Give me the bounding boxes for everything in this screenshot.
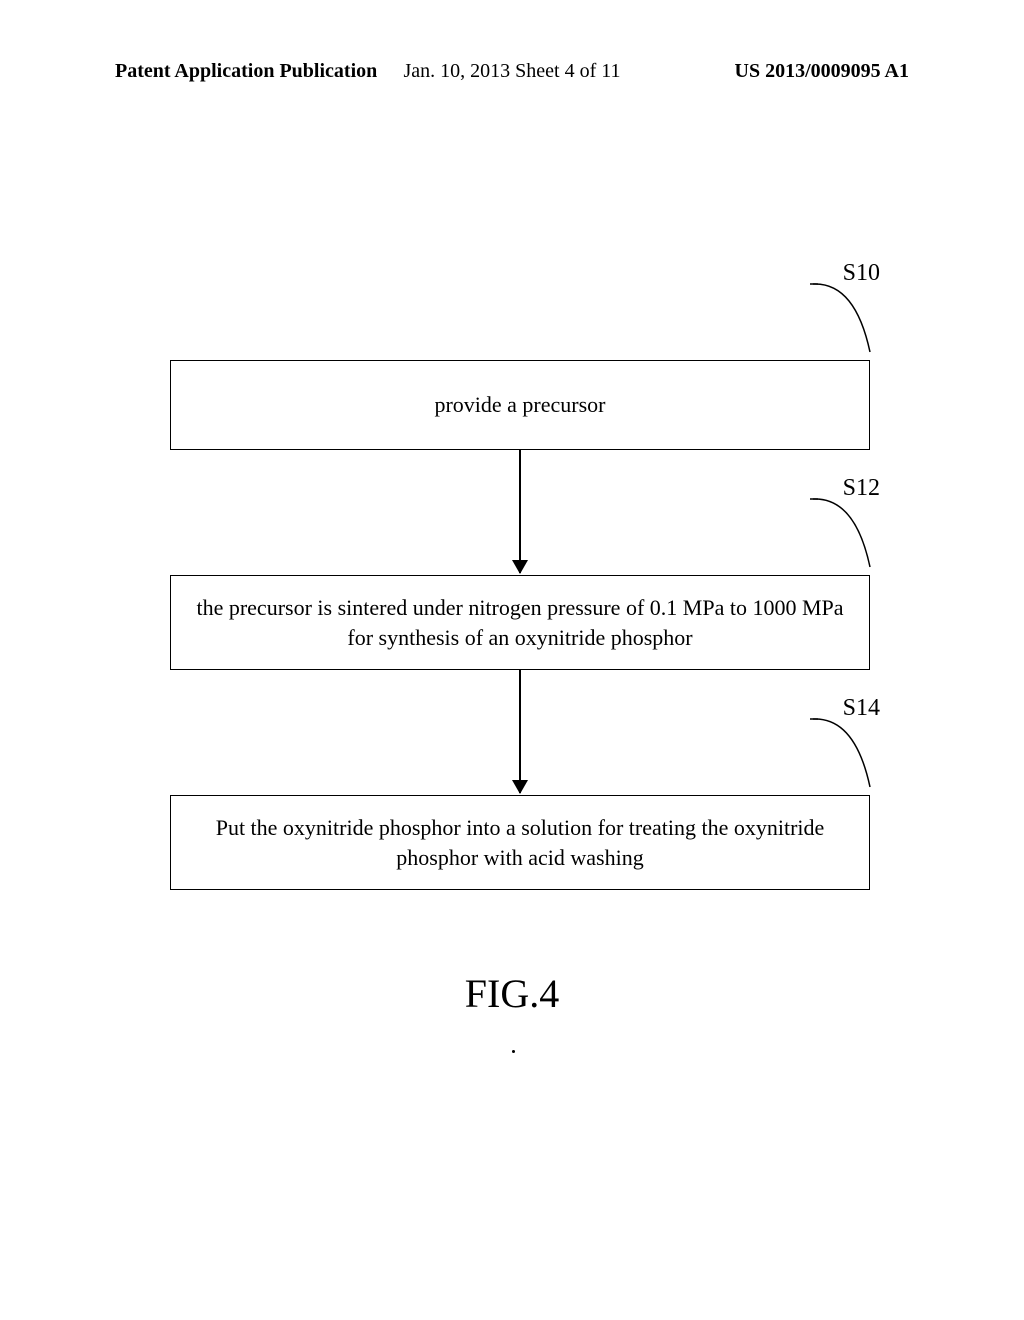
step-box-s12: the precursor is sintered under nitrogen…: [170, 575, 870, 670]
step-box-s14: Put the oxynitride phosphor into a solut…: [170, 795, 870, 890]
step-text-s10: provide a precursor: [434, 390, 605, 420]
header-right: US 2013/0009095 A1: [735, 60, 909, 83]
stray-dot: [512, 1050, 515, 1053]
step-box-s10: provide a precursor: [170, 360, 870, 450]
leader-s12: [810, 497, 880, 577]
leader-s10: [810, 282, 880, 362]
flow-arrow-2: [519, 670, 521, 793]
leader-s14: [810, 717, 880, 797]
step-text-s14: Put the oxynitride phosphor into a solut…: [189, 813, 851, 872]
page-root: Patent Application Publication Jan. 10, …: [0, 0, 1024, 1320]
step-text-s12: the precursor is sintered under nitrogen…: [189, 593, 851, 652]
figure-caption: FIG.4: [0, 970, 1024, 1017]
flow-arrow-1: [519, 450, 521, 573]
